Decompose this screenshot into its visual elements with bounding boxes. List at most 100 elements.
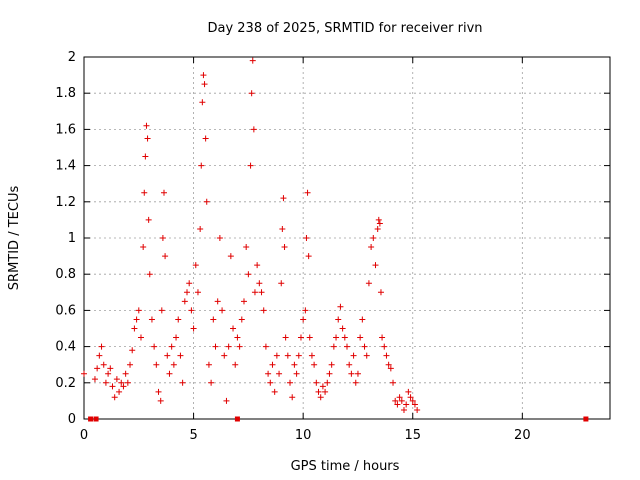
data-point xyxy=(212,343,219,350)
data-point xyxy=(111,394,118,401)
y-tick-label: 1.2 xyxy=(55,195,76,210)
data-point xyxy=(157,397,164,404)
data-point xyxy=(129,347,136,354)
data-point xyxy=(311,361,318,368)
data-point xyxy=(341,334,348,341)
data-point xyxy=(162,253,169,260)
data-point xyxy=(271,388,278,395)
data-point xyxy=(142,153,149,160)
data-point xyxy=(414,406,421,413)
data-point xyxy=(203,198,210,205)
data-point xyxy=(170,361,177,368)
data-point xyxy=(278,280,285,287)
data-point xyxy=(305,253,312,260)
data-point xyxy=(291,361,298,368)
data-point xyxy=(223,397,230,404)
data-point xyxy=(339,325,346,332)
data-point xyxy=(194,289,201,296)
data-point xyxy=(324,379,331,386)
data-point xyxy=(409,397,416,404)
y-tick-label: 1.4 xyxy=(55,159,76,174)
chart-title: Day 238 of 2025, SRMTID for receiver riv… xyxy=(207,21,482,36)
data-point xyxy=(210,316,217,323)
data-point xyxy=(148,316,155,323)
data-point xyxy=(202,135,209,142)
series-points xyxy=(81,57,589,422)
data-point xyxy=(153,361,160,368)
data-point xyxy=(205,361,212,368)
data-point xyxy=(216,235,223,241)
data-point xyxy=(219,307,226,314)
data-point xyxy=(359,316,366,323)
data-point xyxy=(273,352,280,359)
data-point xyxy=(234,334,241,341)
data-point xyxy=(370,235,377,241)
data-point xyxy=(295,352,302,359)
data-point xyxy=(200,72,207,79)
data-point xyxy=(385,361,392,368)
data-point xyxy=(372,262,379,269)
data-point xyxy=(91,376,98,383)
data-point xyxy=(188,307,195,314)
y-tick-label: 1 xyxy=(68,231,76,246)
data-point xyxy=(300,316,307,323)
data-point xyxy=(96,352,103,359)
data-point xyxy=(225,343,232,350)
data-point xyxy=(267,379,274,386)
data-point xyxy=(227,253,234,260)
data-point xyxy=(407,394,414,401)
data-point xyxy=(98,343,105,350)
data-point xyxy=(146,271,153,278)
data-point xyxy=(248,90,255,97)
x-tick-label: 10 xyxy=(295,428,312,443)
data-point xyxy=(131,325,138,332)
data-point xyxy=(287,379,294,386)
data-point xyxy=(289,394,296,401)
data-point xyxy=(381,343,388,350)
x-axis: 0 5 10 15 20 xyxy=(80,57,531,443)
data-point xyxy=(247,162,254,169)
data-point xyxy=(230,325,237,332)
data-point xyxy=(155,388,162,395)
data-point xyxy=(151,343,158,350)
data-point xyxy=(192,262,199,269)
data-point xyxy=(254,262,261,269)
data-point xyxy=(374,225,381,232)
data-point xyxy=(122,370,129,377)
data-point xyxy=(348,370,355,377)
data-point xyxy=(357,334,364,341)
x-tick-label: 5 xyxy=(189,428,197,443)
data-point xyxy=(335,316,342,323)
data-point xyxy=(297,334,304,341)
data-point xyxy=(107,365,114,372)
data-point xyxy=(181,298,188,305)
data-point xyxy=(158,307,165,314)
data-point xyxy=(116,388,123,395)
data-point xyxy=(383,352,390,359)
data-point xyxy=(375,216,382,223)
data-point xyxy=(208,379,215,386)
data-point xyxy=(236,343,243,350)
data-point xyxy=(144,135,151,142)
data-point xyxy=(350,352,357,359)
data-point xyxy=(326,370,333,377)
data-point xyxy=(352,379,359,386)
data-point xyxy=(113,376,120,383)
data-point xyxy=(319,383,326,390)
data-point xyxy=(308,352,315,359)
data-point xyxy=(159,235,166,241)
x-tick-label: 0 xyxy=(80,428,88,443)
data-point xyxy=(199,99,206,106)
data-point xyxy=(140,244,147,251)
data-point xyxy=(330,343,337,350)
data-point xyxy=(265,370,272,377)
data-point xyxy=(102,379,109,386)
data-point xyxy=(361,343,368,350)
data-point xyxy=(190,325,197,332)
data-point xyxy=(315,388,322,395)
data-point xyxy=(276,370,283,377)
data-point xyxy=(280,195,287,202)
data-point xyxy=(179,379,186,386)
data-point xyxy=(411,401,418,408)
